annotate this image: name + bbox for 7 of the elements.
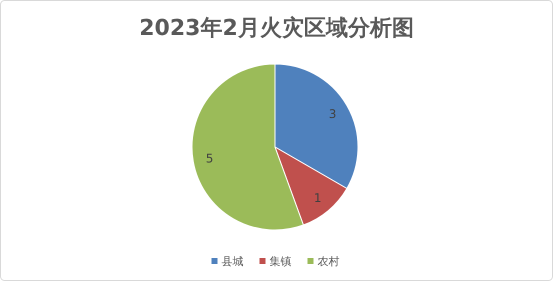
chart-title: 2023年2月火灾区域分析图 [139,15,414,41]
legend-label: 集镇 [270,254,292,268]
data-label: 3 [328,107,336,121]
data-label: 5 [206,152,214,166]
data-label: 1 [314,191,322,206]
legend-label: 县城 [222,254,244,268]
legend-label: 农村 [318,254,340,268]
